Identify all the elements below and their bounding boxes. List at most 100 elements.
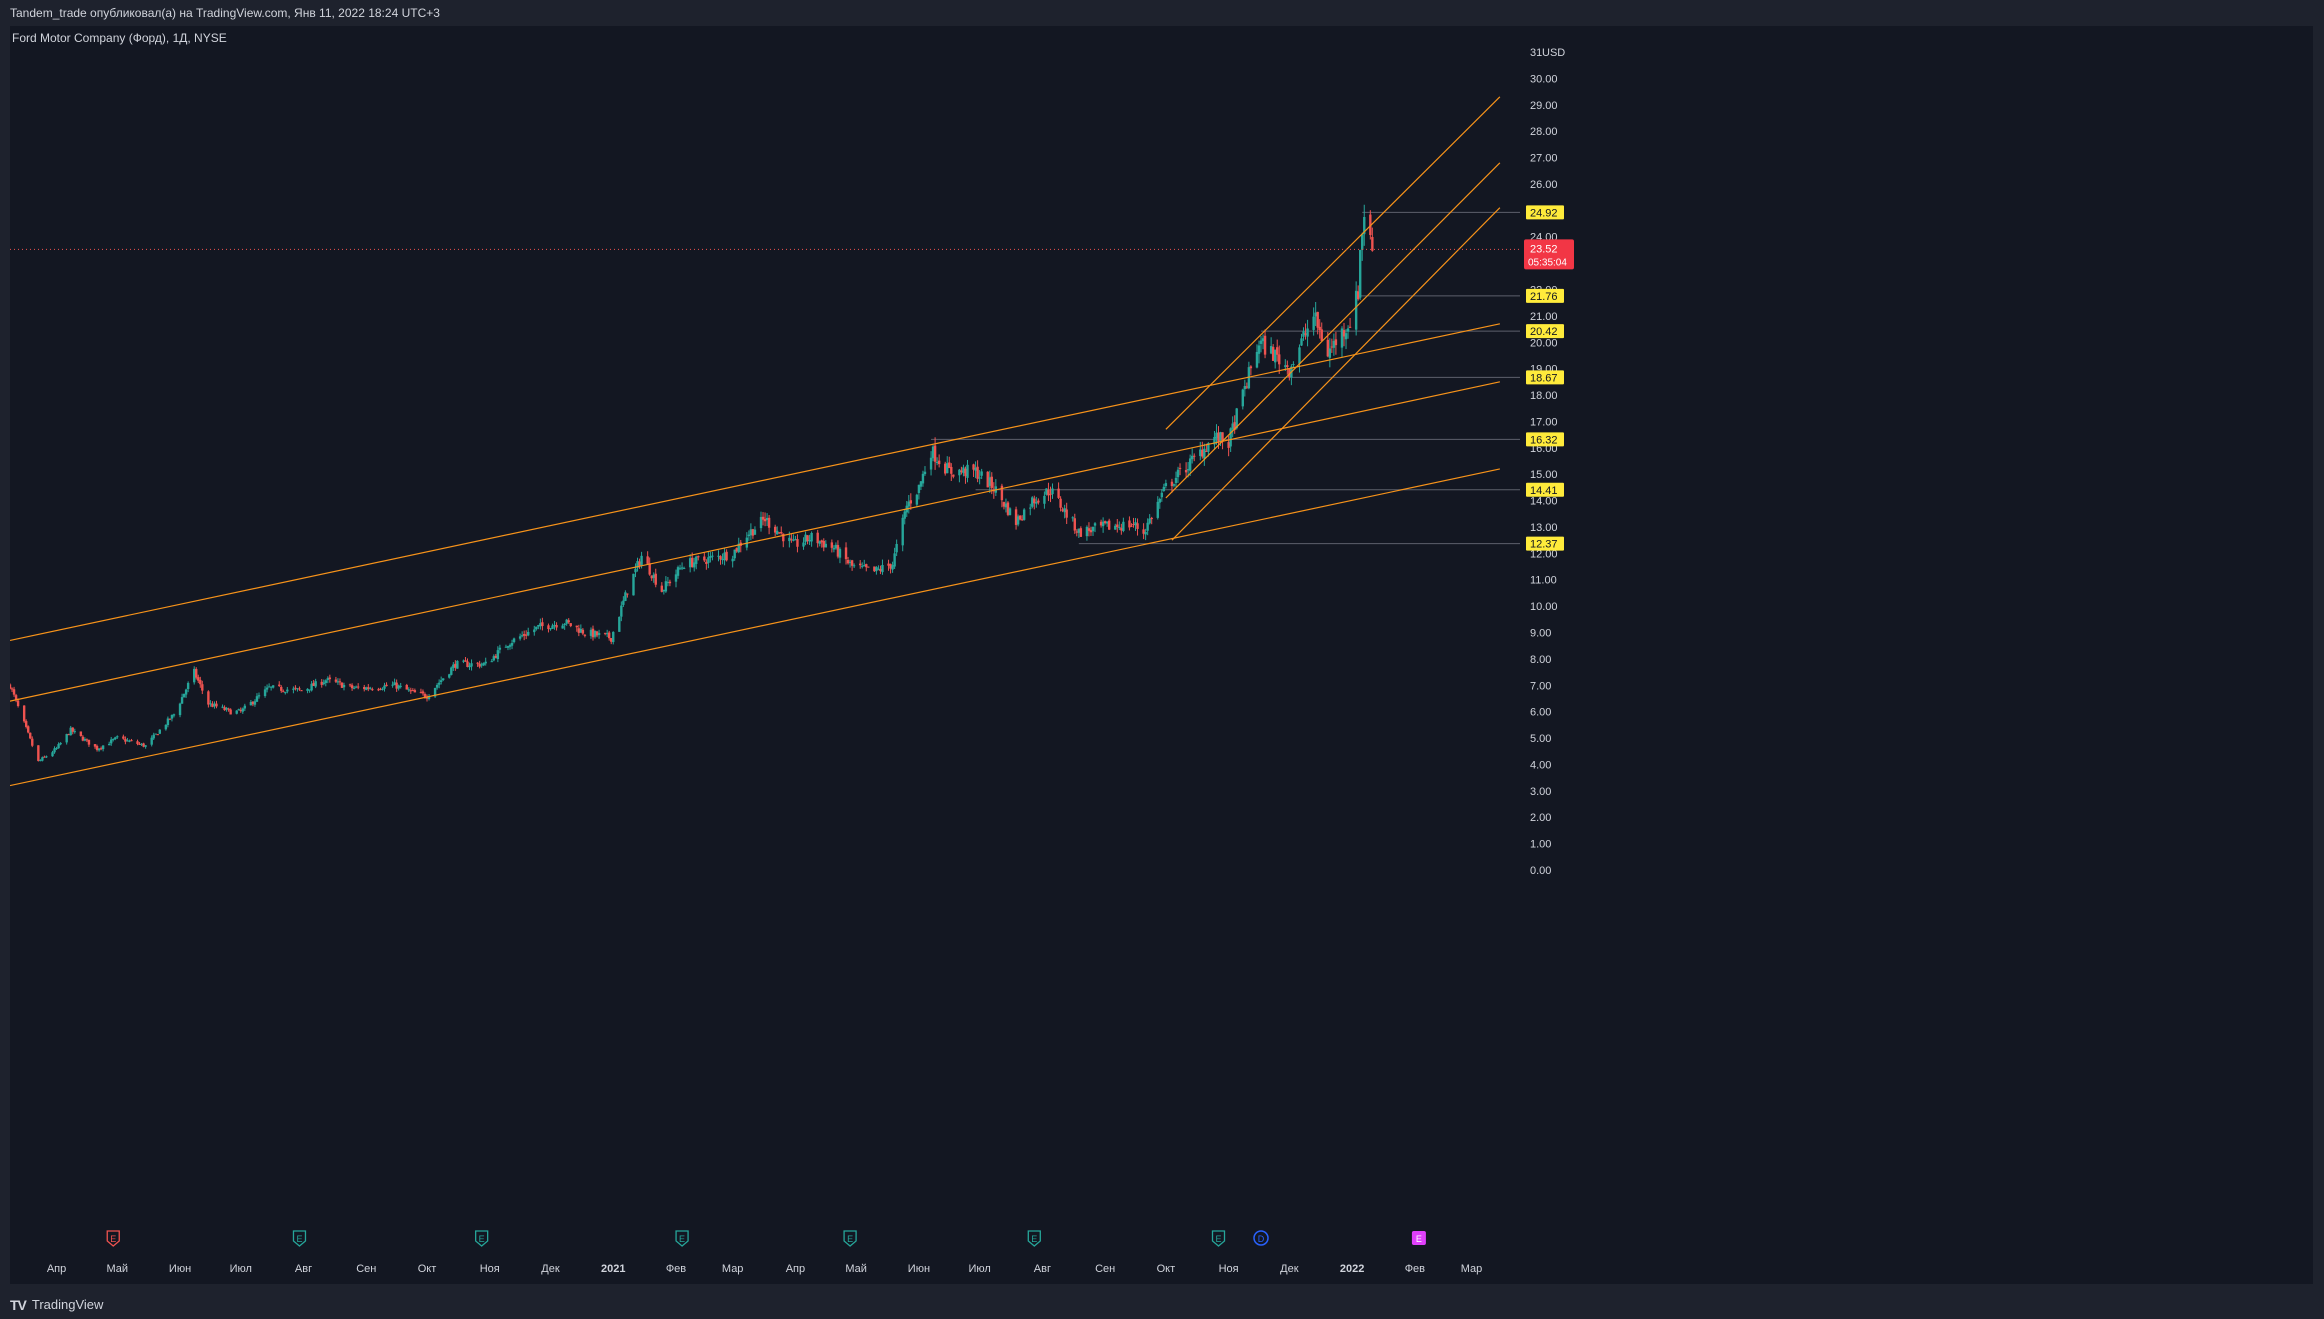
candle-body [1033,498,1036,504]
candle-body [144,745,147,747]
y-tick-label: 31 [1530,47,1542,59]
candle-body [225,707,228,710]
candle-body [867,566,870,568]
candle-body [197,677,200,681]
candle-body [881,564,884,573]
x-tick-label: Авг [295,1263,312,1275]
candle-body [533,629,536,633]
candle-body [186,682,190,689]
candle-body [342,684,346,688]
candle-body [452,664,455,668]
candle-body [719,556,722,560]
candle-body [235,710,238,714]
candle-body [1116,524,1119,527]
candle-body [354,686,358,688]
event-label: E [1416,1234,1422,1244]
candle-body [306,688,309,691]
candle-body [1031,497,1034,507]
candle-body [790,538,793,540]
candle-body [411,690,415,692]
candle-body [986,471,989,488]
candle-body [441,678,445,680]
candle-body [1346,328,1350,332]
candle-body [824,543,827,548]
candle-body [93,744,97,747]
x-tick-label: Апр [786,1263,805,1275]
candle-body [269,686,273,688]
event-label: E [847,1234,853,1244]
candle-body [520,635,524,637]
candle-body [425,697,429,699]
candle-body [622,600,625,605]
candle-body [581,629,585,634]
earnings-marker [475,1230,489,1247]
tradingview-logo[interactable]: TV TradingView [10,1295,103,1315]
price-chart[interactable]: 0.00 1.00 2.00 3.00 4.00 5.00 6.00 7.00 8.00 9.00… [10,26,2313,1284]
chart-area[interactable]: 0.00 1.00 2.00 3.00 4.00 5.00 6.00 7.00 8.00 9.00… [10,26,2313,1284]
candle-body [1261,338,1265,342]
candle-body [893,553,896,567]
candle-body [1221,432,1224,442]
candle-body [1249,366,1253,369]
candle-body [239,710,242,712]
x-tick-label: Ноя [1219,1263,1239,1275]
candle-body [909,500,913,504]
candle-body [923,471,927,475]
candle-body [437,682,441,685]
x-tick-label: Дек [1280,1263,1299,1275]
candle-body [152,734,155,739]
candle-body [10,684,12,689]
candle-body [124,738,127,742]
candle-body [128,740,131,742]
x-tick-label: 2022 [1340,1263,1364,1275]
candle-body [682,568,686,570]
candle-body [310,683,313,691]
candle-body [480,664,483,666]
candle-body [1075,531,1079,533]
candle-body [1020,519,1024,521]
candle-body [448,674,451,678]
candle-body [1172,484,1176,486]
level-label-bg [1526,482,1564,497]
candle-body [154,733,157,735]
candle-body [22,705,26,722]
candle-body [778,532,781,534]
x-tick-label: Окт [418,1263,437,1275]
candle-body [937,460,941,465]
candle-body [1156,501,1159,518]
candle-body [1130,525,1133,527]
candle-body [638,561,641,566]
candle-body [99,748,103,750]
candle-body [962,467,965,474]
candle-body [168,718,172,720]
candle-body [184,689,188,695]
candle-body [861,565,864,567]
candle-body [646,556,649,564]
candle-body [547,625,550,630]
candle-body [1018,515,1022,520]
candle-body [875,567,878,572]
candle-body [836,545,840,557]
candle-body [468,665,471,668]
candle-body [87,739,91,745]
earnings-marker [292,1230,307,1247]
candle-body [919,481,923,487]
candle-body [958,469,961,476]
candle-body [1207,443,1210,452]
candle-body [476,662,479,664]
x-tick-label: Апр [47,1263,66,1275]
y-tick-label: 17.00 [1530,416,1558,428]
candle-body [838,548,842,558]
x-tick-label: Июл [968,1263,990,1275]
candle-body [213,703,216,707]
candle-body [59,742,62,745]
candle-body [966,464,969,478]
candle-body [466,661,469,667]
candle-body [537,625,540,627]
candle-body [51,752,54,757]
candle-body [81,736,85,741]
candle-body [907,501,910,507]
candle-body [1065,509,1068,518]
candle-body [1047,489,1050,496]
